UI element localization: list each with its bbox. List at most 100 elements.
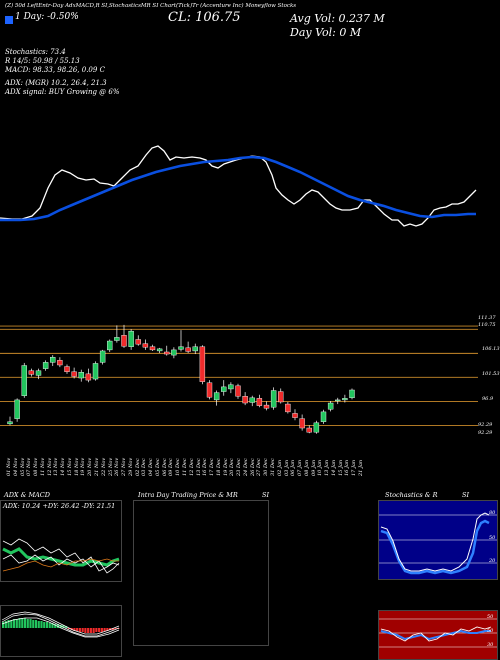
macd-bar <box>32 620 35 628</box>
candle-body <box>206 382 213 398</box>
adx-panel: ADX: 10.24 +DY: 26.42 -DY: 21.51 <box>0 500 122 582</box>
candle-body <box>85 373 92 381</box>
level-label: 92.29 <box>478 430 493 436</box>
candle <box>327 400 334 412</box>
candle <box>57 357 63 368</box>
candle <box>7 416 13 426</box>
candle-body <box>242 396 248 404</box>
candle-body <box>327 402 334 410</box>
candle-body <box>171 349 177 356</box>
intraday-panel-title: Intra Day Trading Price & MR <box>138 491 238 499</box>
macd-bar <box>100 628 103 632</box>
stoch-scale-80: 80 <box>489 510 496 516</box>
macd-bar <box>95 628 98 632</box>
candle <box>221 380 227 396</box>
candle-body <box>14 399 20 419</box>
candle <box>270 387 277 410</box>
candle <box>213 390 220 406</box>
macd-bar <box>54 624 57 628</box>
date-label: 29 Nov <box>127 457 134 476</box>
candle-body <box>342 398 348 401</box>
adx-panel-title: ADX & MACD <box>4 491 50 499</box>
macd-bar <box>15 619 18 628</box>
macd-bar <box>87 628 90 633</box>
candle <box>135 335 141 346</box>
candle-body <box>299 418 305 429</box>
date-label: 07 Jan <box>297 459 304 476</box>
candle-body <box>278 391 284 403</box>
candle <box>64 364 70 374</box>
candle-body <box>270 390 277 408</box>
level-label: 101.53 <box>482 371 500 377</box>
date-label: 13 Nov <box>53 457 60 476</box>
date-label: 25 Nov <box>107 457 114 476</box>
macd-line <box>1 611 120 635</box>
candle <box>285 401 291 414</box>
adx-lines <box>2 538 120 574</box>
date-label: 15 Nov <box>66 457 73 476</box>
macd-bar <box>45 622 49 628</box>
macd-bar <box>48 623 51 628</box>
macd-bar <box>78 628 81 632</box>
macd-bar <box>51 623 54 628</box>
macd-bar <box>59 625 62 628</box>
candle <box>142 339 149 350</box>
date-label: 19 Nov <box>80 457 87 476</box>
date-label: 12 Nov <box>46 457 53 476</box>
macd-bar <box>111 628 114 630</box>
stochastics-panel: 80 50 20 <box>378 500 498 580</box>
stoch-scale-20: 20 <box>489 558 496 564</box>
candle-body <box>306 427 312 433</box>
candle <box>192 343 198 355</box>
candle <box>178 330 184 352</box>
intraday-panel <box>133 500 269 646</box>
candle-body <box>178 346 184 350</box>
date-label: 17 Jan <box>351 459 358 476</box>
candle-body <box>35 370 42 376</box>
macd-bar <box>43 622 46 628</box>
date-label: 03 Jan <box>283 459 290 476</box>
candle-body <box>28 370 35 375</box>
date-label: 26 Nov <box>114 457 121 476</box>
candle <box>349 388 355 400</box>
candle-body <box>50 356 56 363</box>
macd-bar <box>81 628 84 632</box>
candle <box>99 349 106 365</box>
date-label: 24 Dec <box>242 458 249 476</box>
candle <box>320 409 327 424</box>
level-label: 96.9 <box>482 396 494 402</box>
candle <box>107 339 113 352</box>
candle-body <box>107 340 113 351</box>
candle <box>114 325 120 343</box>
date-label: 10 Jan <box>317 459 324 476</box>
candle <box>263 401 270 411</box>
date-label: 10 Dec <box>175 458 182 476</box>
macd-bar <box>21 618 24 628</box>
rsi-scale-b: 50 <box>487 628 494 634</box>
date-label: 05 Nov <box>19 457 26 476</box>
candle-body <box>164 351 170 355</box>
date-label: 13 Dec <box>195 458 202 476</box>
candle-body <box>320 411 327 422</box>
date-label: 19 Dec <box>222 458 229 476</box>
date-label: 22 Nov <box>100 457 107 476</box>
date-label: 06 Jan <box>290 459 297 476</box>
moving-average-chart <box>0 145 477 227</box>
candle-body <box>192 346 198 352</box>
macd-histogram <box>1 611 120 638</box>
candle-body <box>185 347 191 352</box>
date-label: 01 Nov <box>6 457 12 476</box>
candle <box>249 395 255 407</box>
stoch-scale-50: 50 <box>489 535 496 541</box>
macd-bar <box>98 628 101 632</box>
macd-bar <box>62 625 65 628</box>
macd-bar <box>84 628 87 633</box>
macd-bar <box>23 618 27 628</box>
day-move: 1 Day: -0.50% <box>15 12 79 22</box>
date-label: 02 Jan <box>276 459 283 476</box>
candle <box>14 398 20 422</box>
candle <box>121 324 127 348</box>
macd-bar <box>92 628 95 633</box>
candle-body <box>149 346 156 351</box>
date-label: 21 Nov <box>94 457 100 476</box>
